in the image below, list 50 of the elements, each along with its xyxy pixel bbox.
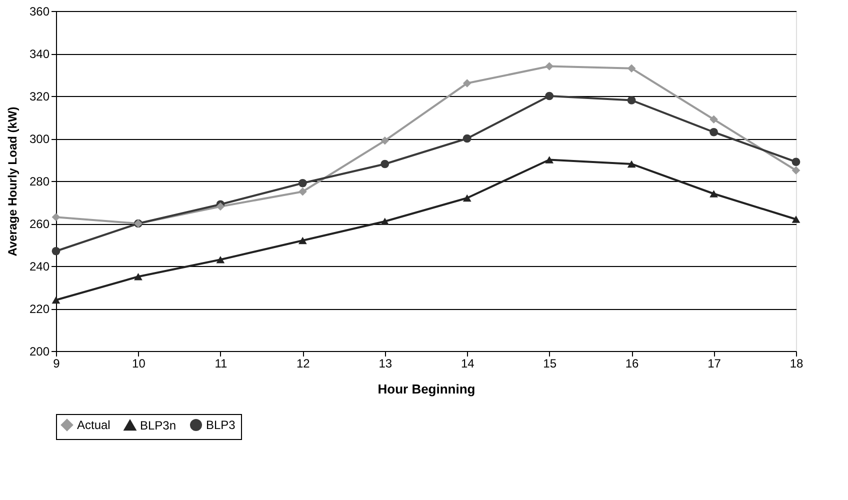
x-axis-title: Hour Beginning	[378, 382, 476, 396]
y-tick-label: 240	[29, 260, 50, 274]
point	[710, 128, 718, 136]
point	[52, 212, 60, 222]
point	[710, 115, 718, 124]
point	[627, 160, 636, 168]
point	[462, 194, 472, 202]
point	[380, 218, 390, 225]
point	[52, 246, 60, 256]
point	[710, 190, 718, 198]
x-tick-label: 11	[214, 356, 228, 370]
legend-label: BLP3n	[140, 418, 176, 432]
y-tick-label: 300	[29, 132, 50, 146]
point	[298, 236, 307, 244]
x-tick-label: 18	[790, 356, 804, 370]
point	[298, 187, 307, 196]
point	[380, 160, 390, 168]
point	[792, 166, 800, 175]
point	[462, 79, 472, 88]
point	[380, 136, 390, 145]
x-tick-label: 16	[625, 356, 640, 370]
y-tick-label: 340	[29, 47, 50, 61]
y-tick-label: 280	[29, 174, 50, 188]
point	[545, 156, 554, 164]
legend-label: Actual	[77, 418, 110, 432]
point	[627, 96, 636, 104]
point	[627, 64, 636, 73]
x-tick-label: 12	[296, 356, 310, 370]
y-tick-label: 220	[29, 302, 50, 316]
x-tick-label: 15	[543, 356, 557, 370]
point	[134, 273, 142, 280]
y-tick-label: 320	[29, 90, 50, 104]
x-tick-label: 17	[708, 356, 722, 370]
y-tick-label: 360	[29, 4, 50, 18]
point	[545, 92, 554, 100]
point	[792, 158, 800, 166]
x-tick-label: 9	[53, 356, 60, 370]
point	[52, 296, 60, 304]
y-axis-title: Average Hourly Load (kW)	[5, 106, 20, 256]
legend-label: BLP3	[206, 418, 236, 432]
x-tick-label: 13	[378, 356, 392, 370]
point	[298, 178, 307, 188]
x-tick-label: 10	[132, 356, 146, 370]
point	[545, 62, 554, 70]
y-tick-label: 200	[29, 344, 50, 358]
x-tick-label: 14	[460, 356, 475, 370]
point	[216, 256, 225, 264]
point	[792, 216, 800, 223]
y-tick-label: 260	[29, 217, 50, 231]
point	[462, 134, 472, 143]
